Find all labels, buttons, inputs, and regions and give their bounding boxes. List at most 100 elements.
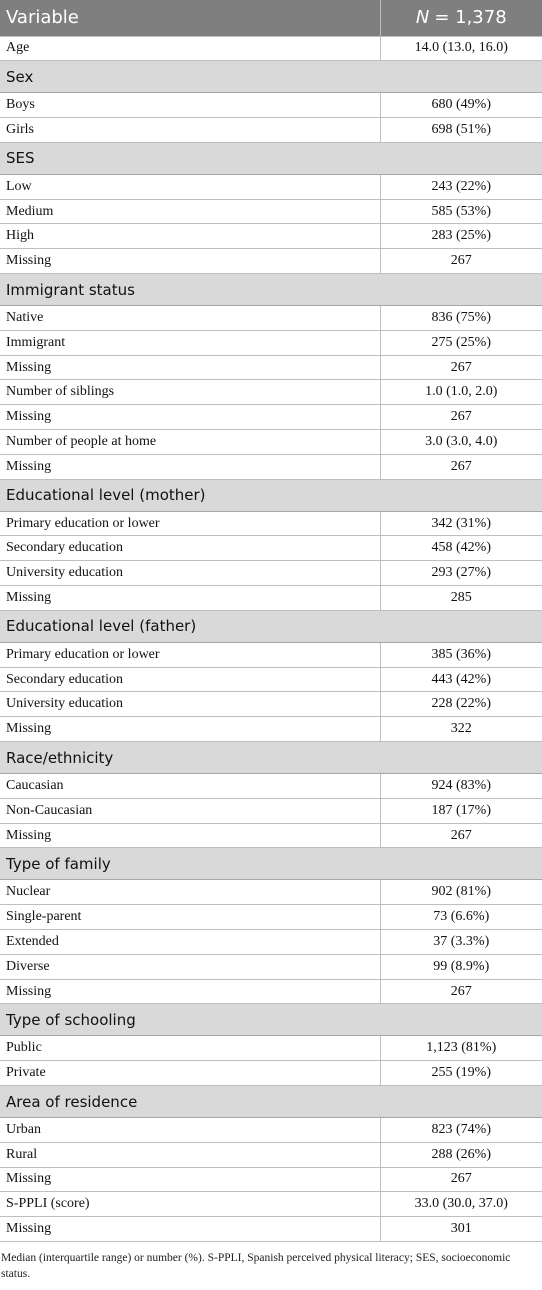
table-row: Missing 267 bbox=[0, 355, 542, 381]
row-value: 680 (49%) bbox=[380, 92, 542, 119]
row-value: 99 (8.9%) bbox=[380, 954, 542, 980]
table-row: Missing 267 bbox=[0, 248, 542, 275]
row-value: 1.0 (1.0, 2.0) bbox=[380, 379, 542, 406]
row-label: Number of siblings bbox=[0, 379, 381, 406]
row-value: 443 (42%) bbox=[380, 667, 542, 693]
table-row: Non-Caucasian 187 (17%) bbox=[0, 798, 542, 824]
section-label: Race/ethnicity bbox=[0, 741, 542, 775]
row-value: 267 bbox=[380, 355, 542, 381]
row-value: 458 (42%) bbox=[380, 535, 542, 562]
table-row: Secondary education 443 (42%) bbox=[0, 667, 542, 693]
row-label: Missing bbox=[0, 355, 381, 381]
row-label: Diverse bbox=[0, 954, 381, 980]
table-row: Type of schooling bbox=[0, 1003, 542, 1037]
row-value: 187 (17%) bbox=[380, 798, 542, 824]
table-row: S-PPLI (score) 33.0 (30.0, 37.0) bbox=[0, 1191, 542, 1218]
n-value: = 1,378 bbox=[434, 7, 507, 29]
section-label: Immigrant status bbox=[0, 273, 542, 307]
row-label: University education bbox=[0, 560, 381, 587]
row-value: 322 bbox=[380, 716, 542, 743]
row-label: Missing bbox=[0, 1216, 381, 1242]
row-label: Primary education or lower bbox=[0, 511, 381, 537]
table-row: Diverse 99 (8.9%) bbox=[0, 954, 542, 980]
row-label: Girls bbox=[0, 117, 381, 143]
row-label: Single-parent bbox=[0, 904, 381, 931]
row-label: Missing bbox=[0, 979, 381, 1005]
row-value: 275 (25%) bbox=[380, 330, 542, 356]
table-row: Missing 322 bbox=[0, 716, 542, 743]
characteristics-table: Variable N = 1,378 Age 14.0 (13.0, 16.0) Se… bbox=[0, 0, 542, 1242]
row-label: Immigrant bbox=[0, 330, 381, 356]
table-row: Girls 698 (51%) bbox=[0, 117, 542, 143]
table-row: Race/ethnicity bbox=[0, 741, 542, 775]
row-label: Low bbox=[0, 174, 381, 200]
table-row: Medium 585 (53%) bbox=[0, 199, 542, 225]
table-row: Primary education or lower 385 (36%) bbox=[0, 642, 542, 668]
row-label: Medium bbox=[0, 199, 381, 225]
table-row: Secondary education 458 (42%) bbox=[0, 535, 542, 562]
row-value: 255 (19%) bbox=[380, 1060, 542, 1086]
row-label: Missing bbox=[0, 454, 381, 480]
table-row: Private 255 (19%) bbox=[0, 1060, 542, 1086]
row-label: Secondary education bbox=[0, 667, 381, 693]
table-row: Nuclear 902 (81%) bbox=[0, 879, 542, 906]
row-label: High bbox=[0, 223, 381, 250]
row-value: 267 bbox=[380, 404, 542, 431]
row-value: 836 (75%) bbox=[380, 305, 542, 331]
row-label: Secondary education bbox=[0, 535, 381, 562]
row-label: Missing bbox=[0, 716, 381, 743]
header-row: Variable N = 1,378 bbox=[0, 0, 542, 37]
row-value: 301 bbox=[380, 1216, 542, 1242]
table-row: Single-parent 73 (6.6%) bbox=[0, 904, 542, 931]
table-row: Missing 267 bbox=[0, 404, 542, 431]
table-row: Area of residence bbox=[0, 1085, 542, 1118]
row-value: 267 bbox=[380, 823, 542, 849]
row-value: 37 (3.3%) bbox=[380, 929, 542, 955]
row-label: Primary education or lower bbox=[0, 642, 381, 668]
section-label: Educational level (father) bbox=[0, 610, 542, 643]
row-label: Non-Caucasian bbox=[0, 798, 381, 824]
row-value: 342 (31%) bbox=[380, 511, 542, 537]
row-value: 33.0 (30.0, 37.0) bbox=[380, 1191, 542, 1218]
section-label: Type of family bbox=[0, 847, 542, 881]
row-label: Age bbox=[0, 36, 381, 62]
row-value: 267 bbox=[380, 1167, 542, 1193]
header-n: N = 1,378 bbox=[380, 0, 542, 37]
row-value: 288 (26%) bbox=[380, 1142, 542, 1168]
table-row: Caucasian 924 (83%) bbox=[0, 773, 542, 799]
row-value: 902 (81%) bbox=[380, 879, 542, 906]
row-value: 924 (83%) bbox=[380, 773, 542, 799]
row-value: 585 (53%) bbox=[380, 199, 542, 225]
table-row: Missing 267 bbox=[0, 979, 542, 1005]
row-value: 267 bbox=[380, 248, 542, 275]
table-row: Educational level (mother) bbox=[0, 479, 542, 512]
table-row: Educational level (father) bbox=[0, 610, 542, 643]
row-label: Public bbox=[0, 1035, 381, 1062]
table-row: Missing 301 bbox=[0, 1216, 542, 1242]
row-value: 228 (22%) bbox=[380, 691, 542, 718]
section-label: SES bbox=[0, 142, 542, 175]
row-value: 267 bbox=[380, 979, 542, 1005]
table-row: Missing 267 bbox=[0, 1167, 542, 1193]
section-label: Type of schooling bbox=[0, 1003, 542, 1037]
row-label: Rural bbox=[0, 1142, 381, 1168]
row-value: 283 (25%) bbox=[380, 223, 542, 250]
table-row: Immigrant status bbox=[0, 273, 542, 307]
table-row: Number of siblings 1.0 (1.0, 2.0) bbox=[0, 379, 542, 406]
table-row: Primary education or lower 342 (31%) bbox=[0, 511, 542, 537]
row-value: 243 (22%) bbox=[380, 174, 542, 200]
table-row: Rural 288 (26%) bbox=[0, 1142, 542, 1168]
row-value: 267 bbox=[380, 454, 542, 480]
table-row: Missing 267 bbox=[0, 454, 542, 480]
table-row: Sex bbox=[0, 60, 542, 94]
row-value: 823 (74%) bbox=[380, 1117, 542, 1143]
row-value: 285 bbox=[380, 585, 542, 611]
row-value: 14.0 (13.0, 16.0) bbox=[380, 36, 542, 62]
table-row: University education 228 (22%) bbox=[0, 691, 542, 718]
row-value: 293 (27%) bbox=[380, 560, 542, 587]
row-label: S-PPLI (score) bbox=[0, 1191, 381, 1218]
row-value: 385 (36%) bbox=[380, 642, 542, 668]
section-label: Area of residence bbox=[0, 1085, 542, 1118]
table-row: Extended 37 (3.3%) bbox=[0, 929, 542, 955]
